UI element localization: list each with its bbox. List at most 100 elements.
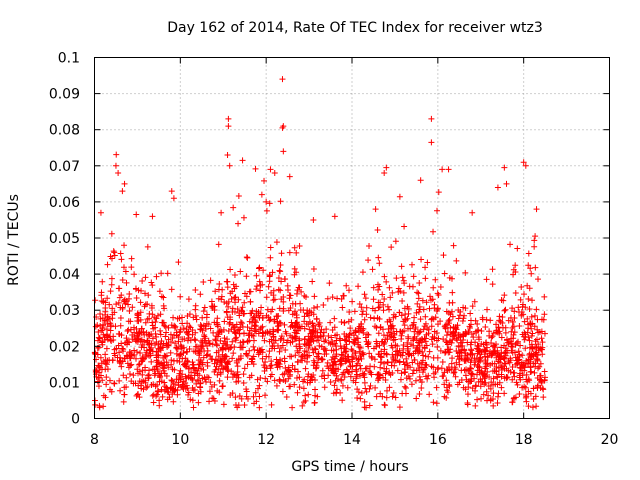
data-point [277, 287, 284, 294]
data-point [301, 336, 308, 343]
data-point [374, 226, 381, 233]
data-point [92, 323, 99, 330]
data-point [108, 275, 115, 282]
data-point [490, 375, 497, 382]
data-point [361, 316, 368, 323]
data-point [423, 362, 430, 369]
data-point [239, 338, 246, 345]
data-point [161, 352, 168, 359]
data-point [162, 333, 169, 340]
data-point [461, 352, 468, 359]
data-point [350, 377, 357, 384]
data-point [154, 388, 161, 395]
data-point [96, 335, 103, 342]
data-point [237, 339, 244, 346]
data-point [315, 337, 322, 344]
data-point [484, 354, 491, 361]
data-point [266, 328, 273, 335]
data-point [159, 319, 166, 326]
data-point [141, 355, 148, 362]
data-point [259, 333, 266, 340]
data-point [494, 329, 501, 336]
data-point [416, 390, 423, 397]
data-point [507, 314, 514, 321]
data-point [146, 371, 153, 378]
data-point [527, 321, 534, 328]
data-point [347, 362, 354, 369]
data-point [169, 391, 176, 398]
data-point [541, 368, 548, 375]
data-point [141, 290, 148, 297]
data-point [496, 317, 503, 324]
data-point [324, 359, 331, 366]
data-point [287, 332, 294, 339]
data-point [467, 317, 474, 324]
data-point [133, 295, 140, 302]
data-point [141, 331, 148, 338]
data-point [122, 268, 129, 275]
data-point [359, 269, 366, 276]
data-point [494, 347, 501, 354]
data-point [271, 296, 278, 303]
data-point [146, 315, 153, 322]
data-point [92, 356, 99, 363]
data-point [103, 345, 110, 352]
data-point [120, 372, 127, 379]
data-point [277, 268, 284, 275]
data-point [95, 334, 102, 341]
data-point [494, 373, 501, 380]
data-point [383, 368, 390, 375]
data-point [321, 384, 328, 391]
data-point [492, 344, 499, 351]
data-point [481, 381, 488, 388]
data-point [177, 293, 184, 300]
data-point [268, 401, 275, 408]
data-point [236, 312, 243, 319]
data-point [511, 373, 518, 380]
data-point [529, 353, 536, 360]
data-point [282, 328, 289, 335]
data-point [239, 344, 246, 351]
data-point [434, 344, 441, 351]
data-point [299, 357, 306, 364]
data-point [381, 295, 388, 302]
data-point [165, 364, 172, 371]
data-point [531, 323, 538, 330]
data-point [468, 357, 475, 364]
data-point [352, 328, 359, 335]
data-point [488, 379, 495, 386]
data-point [348, 346, 355, 353]
data-point [481, 346, 488, 353]
data-point [476, 336, 483, 343]
data-point [525, 262, 532, 269]
data-point [434, 366, 441, 373]
data-point [126, 307, 133, 314]
data-point [495, 390, 502, 397]
data-point [115, 342, 122, 349]
data-point [185, 296, 192, 303]
data-point [512, 341, 519, 348]
data-point [195, 390, 202, 397]
data-point [388, 244, 395, 251]
data-point [490, 330, 497, 337]
x-tick-label: 16 [429, 432, 447, 448]
data-point [343, 341, 350, 348]
data-point [429, 333, 436, 340]
data-point [414, 300, 421, 307]
data-point [204, 362, 211, 369]
data-point [352, 349, 359, 356]
data-point [394, 367, 401, 374]
data-point [446, 274, 453, 281]
data-point [99, 278, 106, 285]
data-point [430, 284, 437, 291]
data-point [144, 337, 151, 344]
data-point [470, 334, 477, 341]
data-point [294, 347, 301, 354]
data-point [214, 315, 221, 322]
data-point [177, 328, 184, 335]
data-point [289, 362, 296, 369]
data-point [373, 324, 380, 331]
data-point [119, 188, 126, 195]
data-point [180, 349, 187, 356]
data-point [172, 386, 179, 393]
